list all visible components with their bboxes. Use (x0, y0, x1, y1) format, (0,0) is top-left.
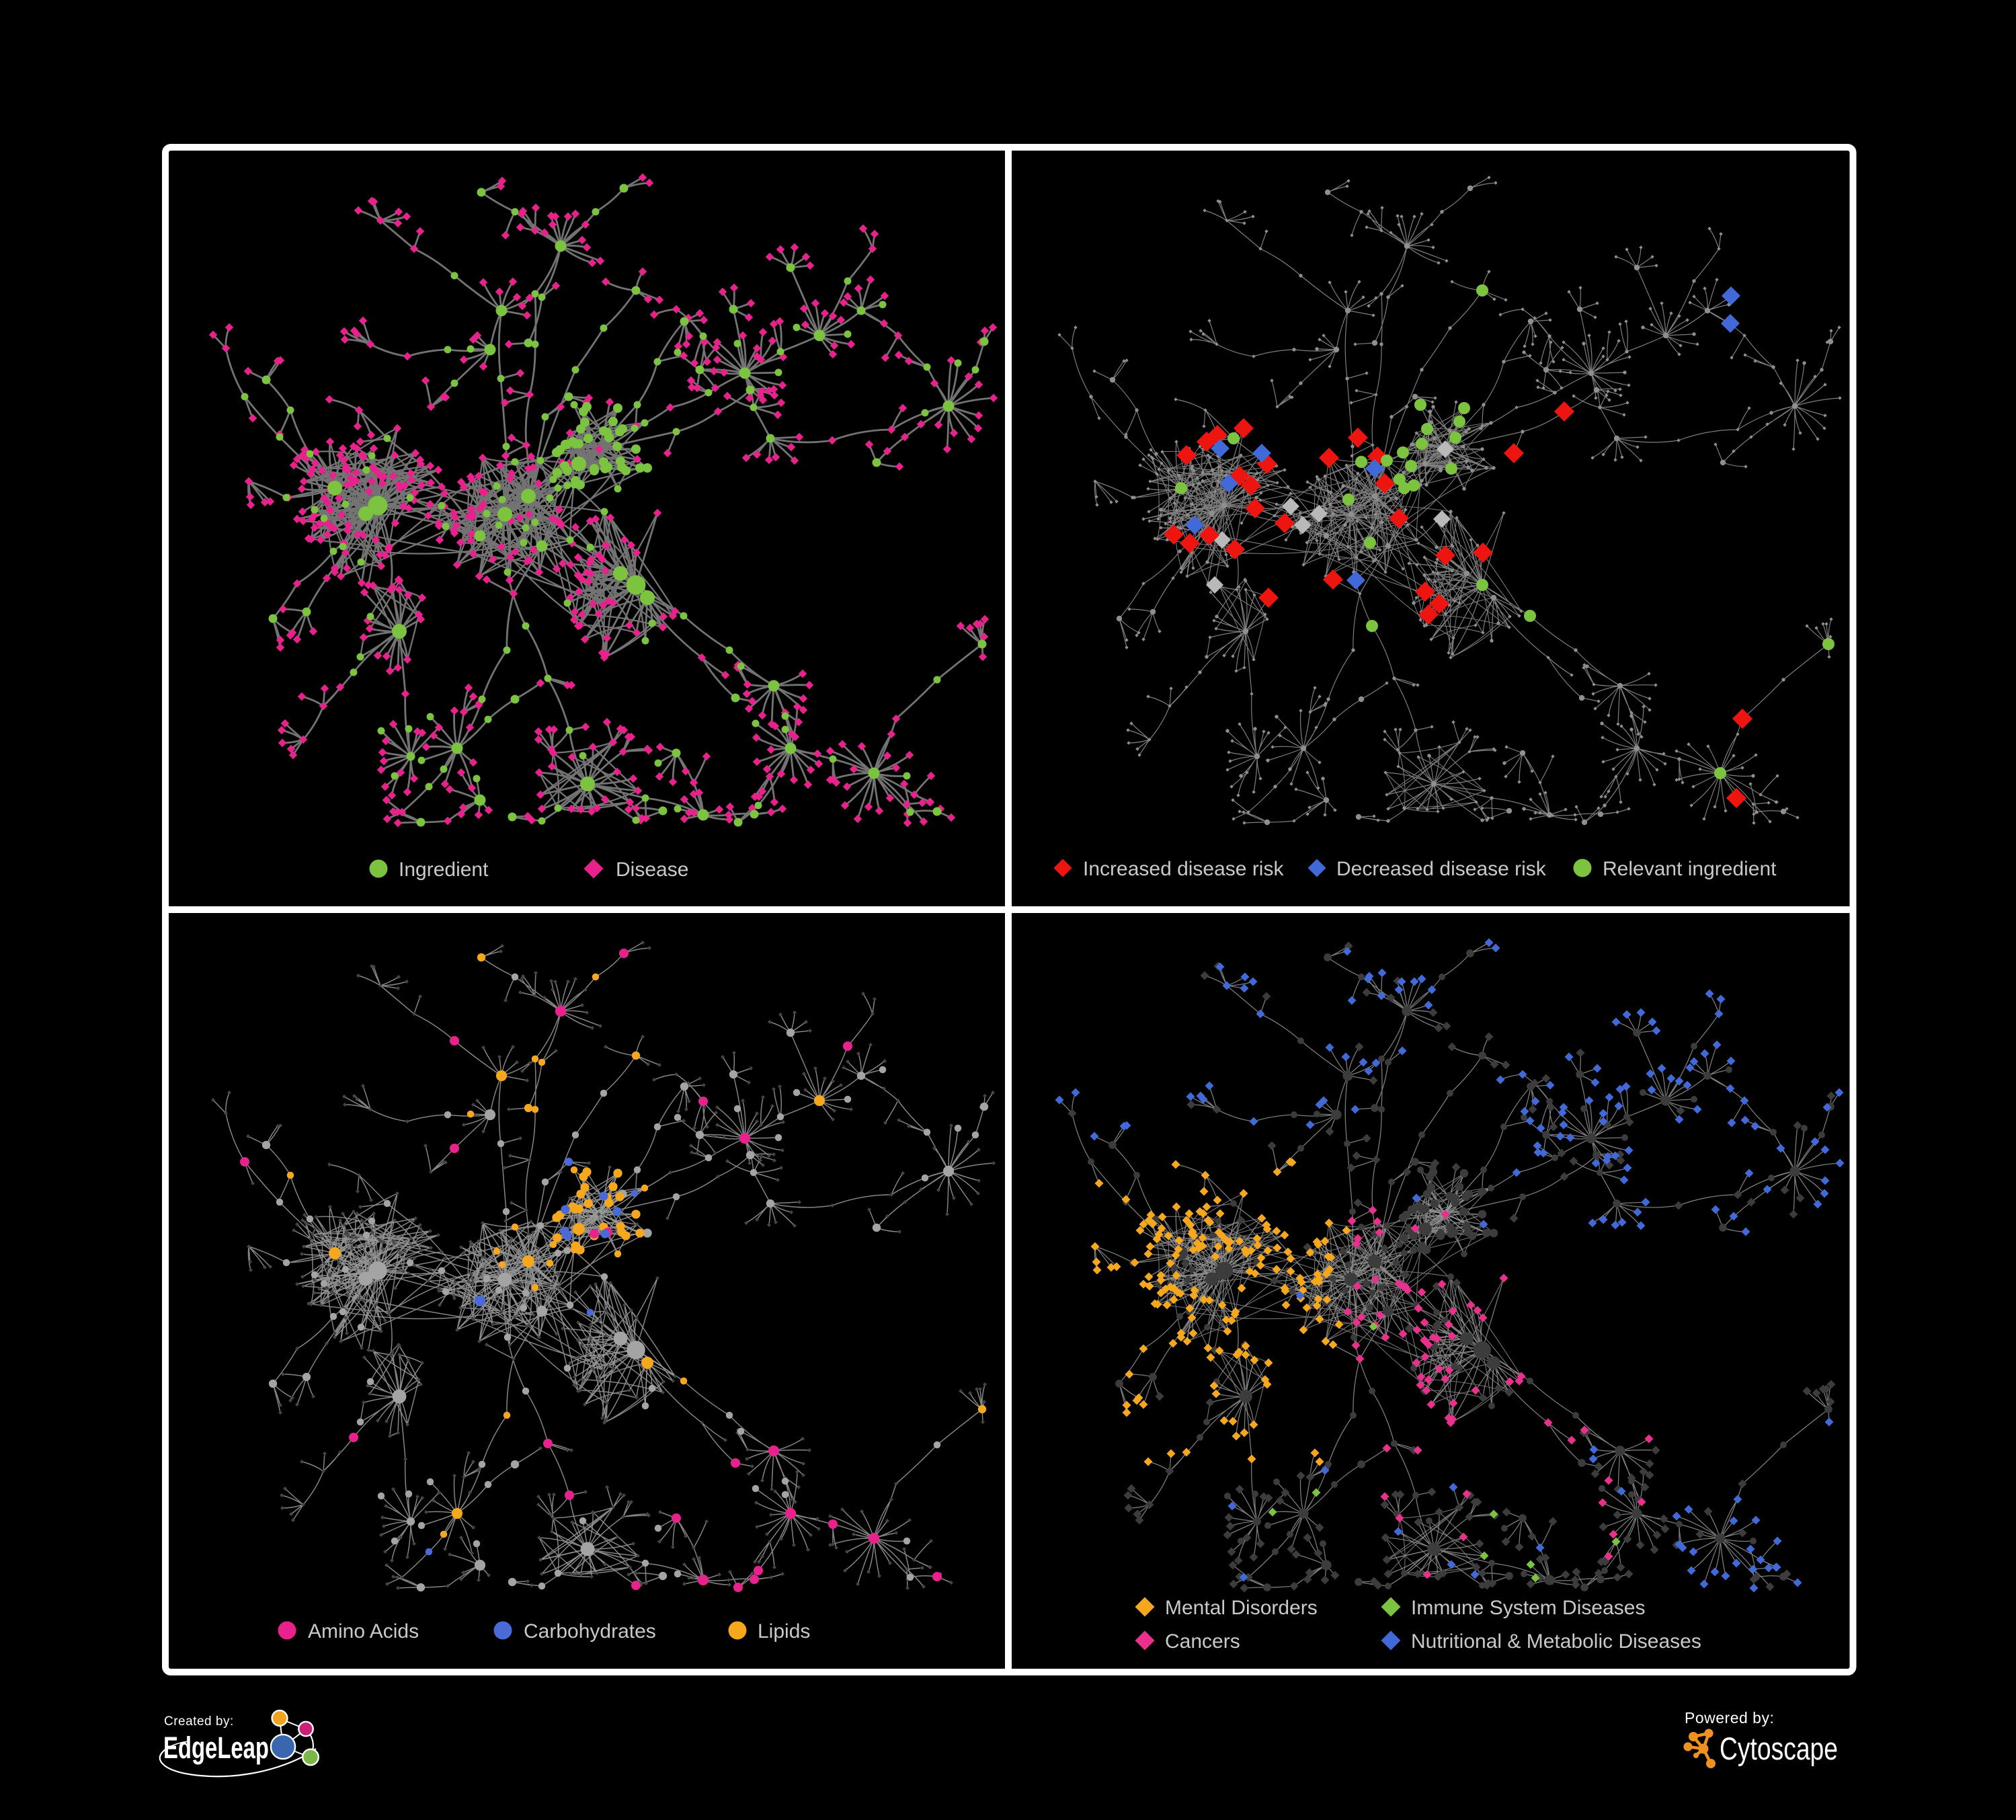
svg-text:Nutritional & Metabolic Diseas: Nutritional & Metabolic Diseases (1411, 1630, 1701, 1653)
svg-text:Created by:: Created by: (164, 1714, 234, 1729)
svg-text:EdgeLeap: EdgeLeap (163, 1731, 269, 1765)
svg-text:Relevant ingredient: Relevant ingredient (1603, 858, 1777, 880)
svg-text:Ingredient: Ingredient (399, 859, 489, 881)
svg-text:Decreased disease risk: Decreased disease risk (1336, 858, 1547, 880)
svg-text:Amino Acids: Amino Acids (308, 1620, 419, 1643)
svg-text:Cytoscape: Cytoscape (1720, 1731, 1838, 1766)
svg-text:Disease: Disease (616, 859, 688, 881)
svg-text:Immune System Diseases: Immune System Diseases (1411, 1597, 1645, 1619)
svg-text:Lipids: Lipids (758, 1620, 810, 1643)
svg-text:Carbohydrates: Carbohydrates (524, 1620, 656, 1643)
svg-text:Mental Disorders: Mental Disorders (1165, 1597, 1318, 1619)
svg-text:Increased disease risk: Increased disease risk (1083, 858, 1284, 880)
svg-text:Powered by:: Powered by: (1685, 1709, 1774, 1727)
svg-text:Cancers: Cancers (1165, 1630, 1240, 1653)
